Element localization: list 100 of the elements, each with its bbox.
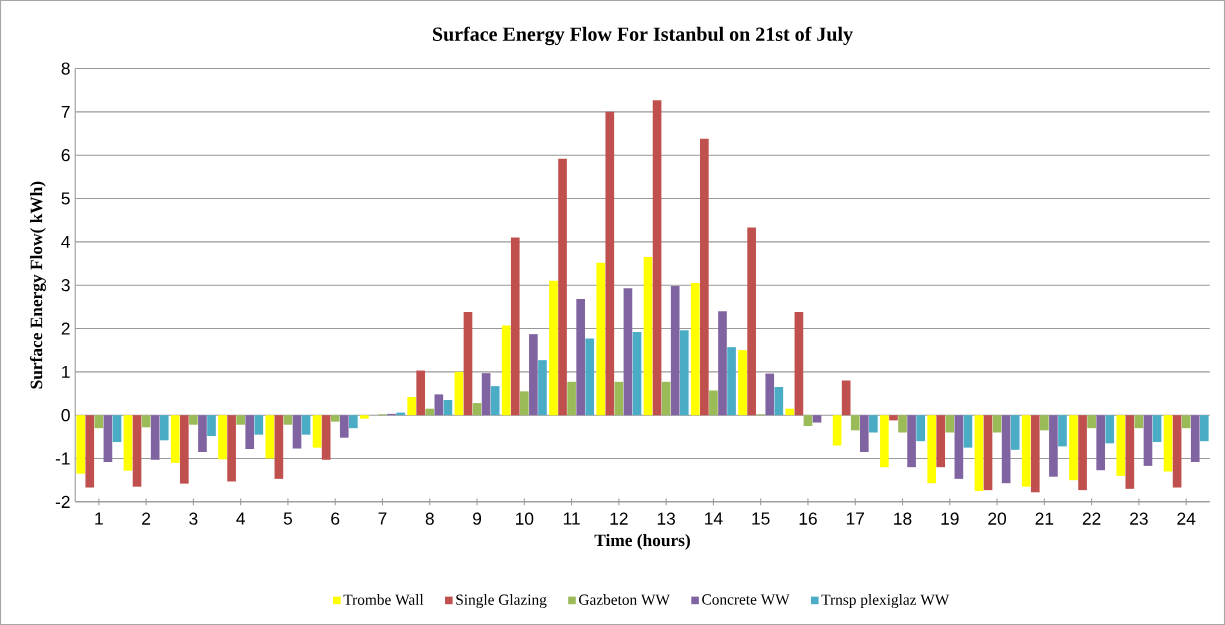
bar xyxy=(274,415,284,479)
bar xyxy=(103,415,113,462)
bar xyxy=(141,415,151,428)
bar xyxy=(747,227,756,416)
bar xyxy=(265,415,275,459)
x-tick-label: 16 xyxy=(799,512,817,525)
bar xyxy=(472,403,482,416)
bar xyxy=(159,415,169,441)
bar xyxy=(549,280,558,416)
bar xyxy=(490,386,500,416)
x-tick-label: 20 xyxy=(988,512,1007,525)
bar xyxy=(170,415,180,463)
y-tick-label: 5 xyxy=(61,192,70,205)
x-tick-label: 8 xyxy=(425,512,434,525)
bar xyxy=(1134,415,1144,429)
bar xyxy=(198,415,207,452)
bar xyxy=(245,415,255,449)
x-tick-label: 1 xyxy=(95,512,103,525)
bar xyxy=(679,330,689,416)
bar xyxy=(661,381,671,416)
bar xyxy=(207,415,216,436)
y-tick-label: 1 xyxy=(62,365,70,378)
bar xyxy=(954,415,964,479)
bar xyxy=(765,373,775,416)
bar xyxy=(132,415,142,487)
bar xyxy=(614,381,624,416)
x-tick-label: 5 xyxy=(283,512,293,525)
bar xyxy=(1021,415,1031,487)
legend-label: Single Glazing xyxy=(456,594,547,609)
bar xyxy=(292,415,302,449)
bar xyxy=(1030,415,1040,493)
y-tick-label: 6 xyxy=(61,149,70,162)
bar xyxy=(538,360,547,416)
bar xyxy=(785,408,795,416)
bar xyxy=(567,381,576,416)
x-tick-label: 24 xyxy=(1177,512,1196,525)
bar xyxy=(94,415,104,429)
y-tick-label: -2 xyxy=(55,495,70,508)
x-tick-label: 6 xyxy=(331,512,340,525)
y-tick-label: 4 xyxy=(61,235,70,248)
bar xyxy=(283,415,293,425)
y-tick-label: 2 xyxy=(61,322,70,335)
bar xyxy=(434,394,444,416)
bar xyxy=(529,334,538,416)
bar xyxy=(670,286,680,416)
bar xyxy=(841,380,851,416)
bar xyxy=(1152,415,1162,443)
bar xyxy=(812,415,822,423)
bar xyxy=(1078,415,1087,491)
bar xyxy=(576,299,585,416)
legend-label: Trnsp plexiglaz WW xyxy=(821,594,950,609)
bar xyxy=(643,257,653,416)
bar xyxy=(936,415,946,468)
bar xyxy=(330,415,340,422)
bar xyxy=(700,138,709,416)
bar xyxy=(510,237,520,416)
bar xyxy=(312,415,322,448)
x-tick-label: 9 xyxy=(473,512,482,525)
legend-label: Concrete WW xyxy=(702,594,790,605)
bar xyxy=(349,415,358,429)
bar xyxy=(1040,415,1049,431)
bar xyxy=(803,415,813,426)
bar xyxy=(360,415,369,419)
bar xyxy=(690,283,700,416)
bar xyxy=(1116,415,1126,476)
y-tick-label: -1 xyxy=(55,452,70,465)
bar xyxy=(585,338,595,416)
x-tick-label: 17 xyxy=(846,512,864,525)
bar xyxy=(227,415,236,482)
bar xyxy=(443,399,453,416)
bar xyxy=(254,415,264,435)
bar xyxy=(718,311,727,416)
bar xyxy=(945,415,955,433)
bar xyxy=(501,325,511,416)
bar xyxy=(150,415,160,460)
x-tick-label: 10 xyxy=(515,512,534,525)
bar xyxy=(927,415,936,484)
y-tick-label: 3 xyxy=(61,279,70,292)
bar xyxy=(301,415,311,435)
x-tick-label: 14 xyxy=(705,512,723,525)
bar xyxy=(738,350,747,416)
bar xyxy=(1087,415,1096,429)
bar xyxy=(76,415,86,474)
bar xyxy=(632,331,642,416)
bar xyxy=(605,111,615,416)
bar xyxy=(339,415,349,438)
bar xyxy=(1069,415,1078,481)
bar xyxy=(85,415,95,488)
bar xyxy=(179,415,189,484)
bar xyxy=(321,415,331,460)
x-tick-label: 21 xyxy=(1035,512,1054,525)
bar xyxy=(1049,415,1058,477)
bar xyxy=(889,415,898,421)
x-tick-label: 18 xyxy=(894,512,912,525)
bar xyxy=(236,415,245,425)
x-tick-label: 19 xyxy=(941,512,959,525)
bar xyxy=(1105,415,1115,444)
bar xyxy=(1001,415,1011,484)
bar xyxy=(623,288,633,416)
bar xyxy=(1096,415,1106,471)
